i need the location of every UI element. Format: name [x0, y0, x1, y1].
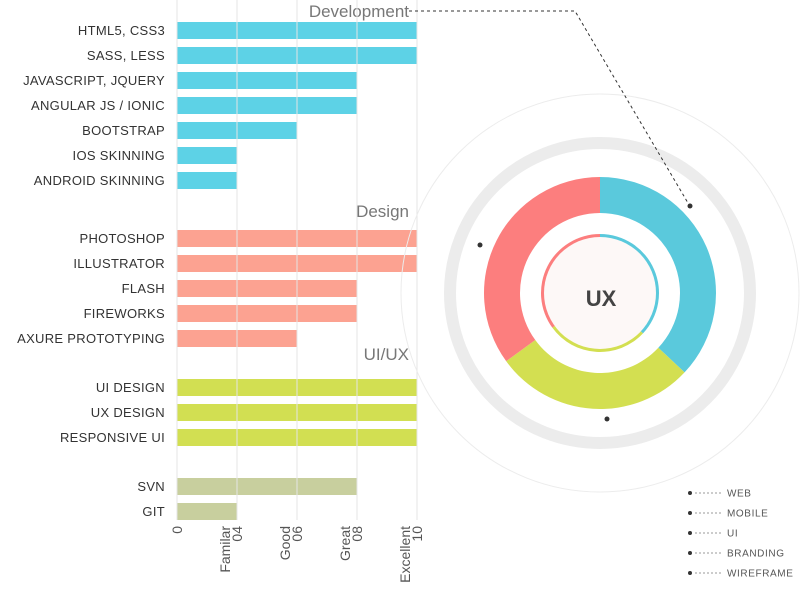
bar-fireworks: [177, 305, 357, 322]
bar-label-photoshop: PHOTOSHOP: [79, 231, 165, 246]
inner-white-disc: [544, 237, 656, 349]
bar-svn: [177, 478, 357, 495]
tick-label-familar: Familar: [217, 526, 233, 573]
donut-center-label: UX: [586, 286, 617, 311]
tick-number-04: 04: [229, 526, 245, 542]
donut-slice-0: [600, 177, 716, 373]
bar-label-html5-css3: HTML5, CSS3: [78, 23, 165, 38]
gray-track-ring: [444, 137, 756, 449]
ux-donut-chart: UX: [400, 10, 800, 493]
donut-slice-2: [483, 177, 600, 362]
bar-label-svn: SVN: [137, 479, 165, 494]
legend-dot-ui: [688, 531, 692, 535]
group-title-development: Development: [309, 2, 409, 21]
donut-legend: WEB MOBILE UI BRANDING WIREFRAME: [688, 489, 794, 580]
group-title-ui-ux: UI/UX: [364, 345, 409, 364]
bar-flash: [177, 280, 357, 297]
bar-label-responsive-ui: RESPONSIVE UI: [60, 430, 165, 445]
tick-number-08: 08: [349, 526, 365, 542]
track-dot-2: [477, 242, 483, 248]
legend-label-wireframe: WIREFRAME: [727, 569, 794, 580]
tick-number-06: 06: [289, 526, 305, 542]
bar-label-ux-design: UX DESIGN: [91, 405, 165, 420]
legend-dot-branding: [688, 551, 692, 555]
bar-angular-js-ionic: [177, 97, 357, 114]
bar-label-android-skinning: ANDROID SKINNING: [34, 173, 165, 188]
bar-label-fireworks: FIREWORKS: [84, 306, 165, 321]
bar-javascript-jquery: [177, 72, 357, 89]
bar-git: [177, 503, 237, 520]
tick-label-excellent: Excellent: [397, 526, 413, 583]
legend-label-branding: BRANDING: [727, 549, 785, 560]
bar-label-sass-less: SASS, LESS: [87, 48, 165, 63]
donut-slice-1: [506, 340, 685, 410]
legend-dot-web: [688, 491, 692, 495]
track-dot-3: [604, 416, 610, 422]
legend-label-mobile: MOBILE: [727, 509, 768, 520]
group-title-design: Design: [356, 202, 409, 221]
bar-label-javascript-jquery: JAVASCRIPT, JQUERY: [23, 73, 165, 88]
bar-label-git: GIT: [142, 504, 165, 519]
bar-label-ios-skinning: IOS SKINNING: [73, 148, 165, 163]
connector-line: [409, 10, 689, 204]
tick-number-0: 0: [169, 526, 185, 534]
inner-ring-arc-2: [540, 234, 600, 328]
legend-dot-mobile: [688, 511, 692, 515]
bar-label-axure-prototyping: AXURE PROTOTYPING: [17, 331, 165, 346]
bar-label-angular-js-ionic: ANGULAR JS / IONIC: [31, 98, 165, 113]
inner-ring-arc-1: [552, 324, 644, 353]
tick-label-great: Great: [337, 526, 353, 561]
tick-label-good: Good: [277, 526, 293, 560]
bar-label-illustrator: ILLUSTRATOR: [73, 256, 165, 271]
bar-label-bootstrap: BOOTSTRAP: [82, 123, 165, 138]
legend-label-web: WEB: [727, 489, 752, 500]
tick-number-10: 10: [409, 526, 425, 542]
legend-dot-wireframe: [688, 571, 692, 575]
outer-decor-ring: [400, 93, 800, 493]
bar-label-ui-design: UI DESIGN: [96, 380, 165, 395]
bar-ios-skinning: [177, 147, 237, 164]
bar-label-flash: FLASH: [122, 281, 165, 296]
bar-android-skinning: [177, 172, 237, 189]
legend-label-ui: UI: [727, 529, 738, 540]
track-dot-1: [687, 203, 693, 209]
